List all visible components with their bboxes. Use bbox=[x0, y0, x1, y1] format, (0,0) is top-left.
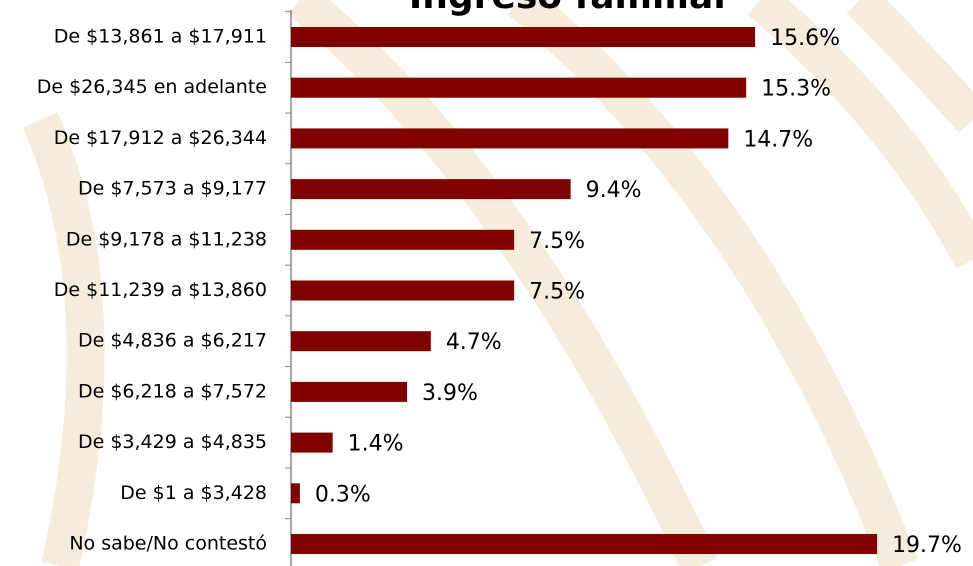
bar bbox=[291, 128, 728, 148]
y-tick-label: De $1 a $3,428 bbox=[120, 482, 267, 504]
data-label: 9.4% bbox=[586, 178, 642, 203]
y-tick-label: No sabe/No contestó bbox=[69, 533, 267, 555]
bar bbox=[291, 78, 746, 98]
data-label: 15.6% bbox=[770, 26, 840, 51]
chart-title: Ingreso familiar bbox=[409, 0, 731, 17]
data-label: 15.3% bbox=[761, 77, 831, 102]
y-tick-label: De $9,178 a $11,238 bbox=[66, 228, 267, 250]
bar bbox=[291, 27, 755, 47]
y-tick-label: De $7,573 a $9,177 bbox=[78, 178, 267, 200]
y-tick-label: De $13,861 a $17,911 bbox=[54, 26, 267, 48]
data-label: 19.7% bbox=[892, 533, 962, 558]
y-tick-label: De $4,836 a $6,217 bbox=[78, 330, 267, 352]
y-tick-label: De $3,429 a $4,835 bbox=[78, 431, 267, 453]
bar bbox=[291, 483, 300, 503]
y-tick-label: De $26,345 en adelante bbox=[37, 76, 267, 98]
bar bbox=[291, 534, 877, 554]
data-label: 4.7% bbox=[446, 330, 502, 355]
data-label: 0.3% bbox=[315, 482, 371, 507]
data-label: 1.4% bbox=[348, 432, 404, 457]
data-label: 7.5% bbox=[529, 229, 585, 254]
bar bbox=[291, 230, 514, 250]
bar bbox=[291, 281, 514, 301]
bar bbox=[291, 433, 333, 453]
data-label: 7.5% bbox=[529, 280, 585, 305]
data-label: 14.7% bbox=[743, 127, 813, 152]
y-tick-label: De $6,218 a $7,572 bbox=[78, 380, 267, 402]
chart: Ingreso familiar De $13,861 a $17,911 15.… bbox=[0, 0, 973, 566]
page: Ingreso familiar De $13,861 a $17,911 15.… bbox=[0, 0, 973, 566]
bar bbox=[291, 179, 571, 199]
bar bbox=[291, 382, 407, 402]
data-label: 3.9% bbox=[422, 381, 478, 406]
bar bbox=[291, 331, 431, 351]
y-tick-label: De $17,912 a $26,344 bbox=[54, 127, 267, 149]
y-tick-label: De $11,239 a $13,860 bbox=[54, 279, 267, 301]
